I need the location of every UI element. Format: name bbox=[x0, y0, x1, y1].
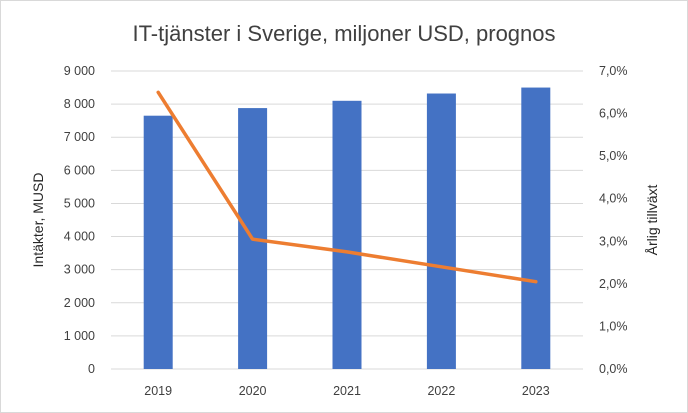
x-tick-label: 2020 bbox=[239, 384, 267, 398]
y2-tick-label: 5,0% bbox=[599, 149, 628, 163]
x-axis: 2019 2020 2021 2022 2023 bbox=[144, 384, 549, 398]
line-layer bbox=[156, 90, 538, 284]
y-tick-label: 1 000 bbox=[64, 329, 95, 343]
bar bbox=[521, 87, 551, 370]
x-tick-label: 2023 bbox=[522, 384, 550, 398]
bar bbox=[426, 93, 456, 369]
y-tick-label: 9 000 bbox=[64, 64, 95, 78]
bar-layer bbox=[143, 87, 551, 370]
y-tick-label: 7 000 bbox=[64, 130, 95, 144]
y2-tick-label: 1,0% bbox=[599, 319, 628, 333]
y-tick-label: 6 000 bbox=[64, 163, 95, 177]
y2-tick-label: 3,0% bbox=[599, 234, 628, 248]
y2-tick-label: 4,0% bbox=[599, 192, 628, 206]
y-tick-label: 5 000 bbox=[64, 196, 95, 210]
y-tick-label: 0 bbox=[88, 362, 95, 376]
y-tick-label: 3 000 bbox=[64, 263, 95, 277]
y-tick-label: 8 000 bbox=[64, 97, 95, 111]
y-axis-title: Intäkter, MUSD bbox=[30, 173, 46, 268]
y-axis-left: 0 1 000 2 000 3 000 4 000 5 000 6 000 7 000 8 00… bbox=[64, 64, 95, 376]
y-tick-label: 2 000 bbox=[64, 296, 95, 310]
bar bbox=[332, 100, 362, 370]
x-tick-label: 2021 bbox=[333, 384, 361, 398]
x-tick-label: 2019 bbox=[144, 384, 172, 398]
y-tick-label: 4 000 bbox=[64, 230, 95, 244]
y-axis-right: 0,0% 1,0% 2,0% 3,0% 4,0% 5,0% 6,0% 7,0% bbox=[599, 64, 628, 376]
growth-line bbox=[156, 90, 538, 284]
y2-tick-label: 0,0% bbox=[599, 362, 628, 376]
y2-tick-label: 2,0% bbox=[599, 277, 628, 291]
y2-axis-title: Årlig tillväxt bbox=[644, 184, 660, 255]
chart-title: IT-tjänster i Sverige, miljoner USD, pro… bbox=[132, 21, 555, 46]
y2-tick-label: 6,0% bbox=[599, 107, 628, 121]
y2-tick-label: 7,0% bbox=[599, 64, 628, 78]
bar bbox=[143, 115, 173, 369]
x-tick-label: 2022 bbox=[427, 384, 455, 398]
